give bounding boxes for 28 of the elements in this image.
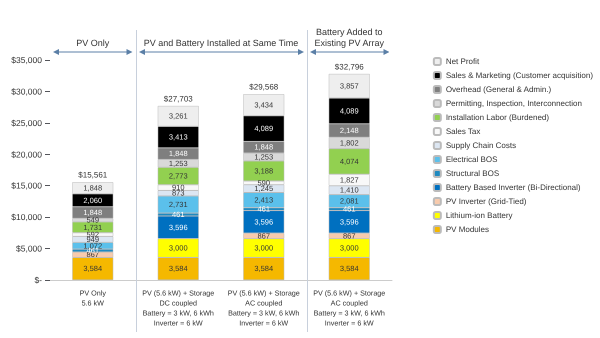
text: Battery Added to Existing PV Array [313,26,386,49]
legend-label: Electrical BOS [446,155,498,164]
legend-label: Supply Chain Costs [446,141,516,150]
text: PV Only [75,37,110,49]
y-tick-label: $10,000 [11,212,42,222]
y-tick-label: $15,000 [11,180,42,191]
text: PV and Battery Installed at Same Time [142,37,300,49]
y-tick-label: $35,000 [11,55,42,65]
y-tick-label: $- [34,275,42,285]
legend-label: Battery Based Inverter (Bi-Directional) [446,183,581,192]
legend-label: Installation Labor (Burdened) [446,113,550,122]
y-tick-label: $20,000 [11,149,42,160]
y-tick-label: $25,000 [11,118,42,128]
legend-label: Sales Tax [446,127,480,136]
total-label: $29,568 [249,82,279,92]
legend-label: Permitting, Inspection, Interconnection [446,99,582,108]
legend-label: PV Modules [446,225,489,234]
legend-label: Net Profit [446,57,480,66]
legend-label: Sales & Marketing (Customer acquisition) [446,71,594,80]
legend-label: Overhead (General & Admin.) [446,85,552,94]
legend-label: PV Inverter (Grid-Tied) [446,197,527,206]
y-tick-label: $5,000 [16,244,42,254]
legend-label: Structural BOS [446,169,500,178]
total-label: $27,703 [164,94,194,104]
total-label: $15,561 [78,170,108,180]
legend-label: Lithium-ion Battery [446,211,513,220]
y-tick-label: $30,000 [11,86,42,96]
total-label: $32,796 [334,62,364,72]
